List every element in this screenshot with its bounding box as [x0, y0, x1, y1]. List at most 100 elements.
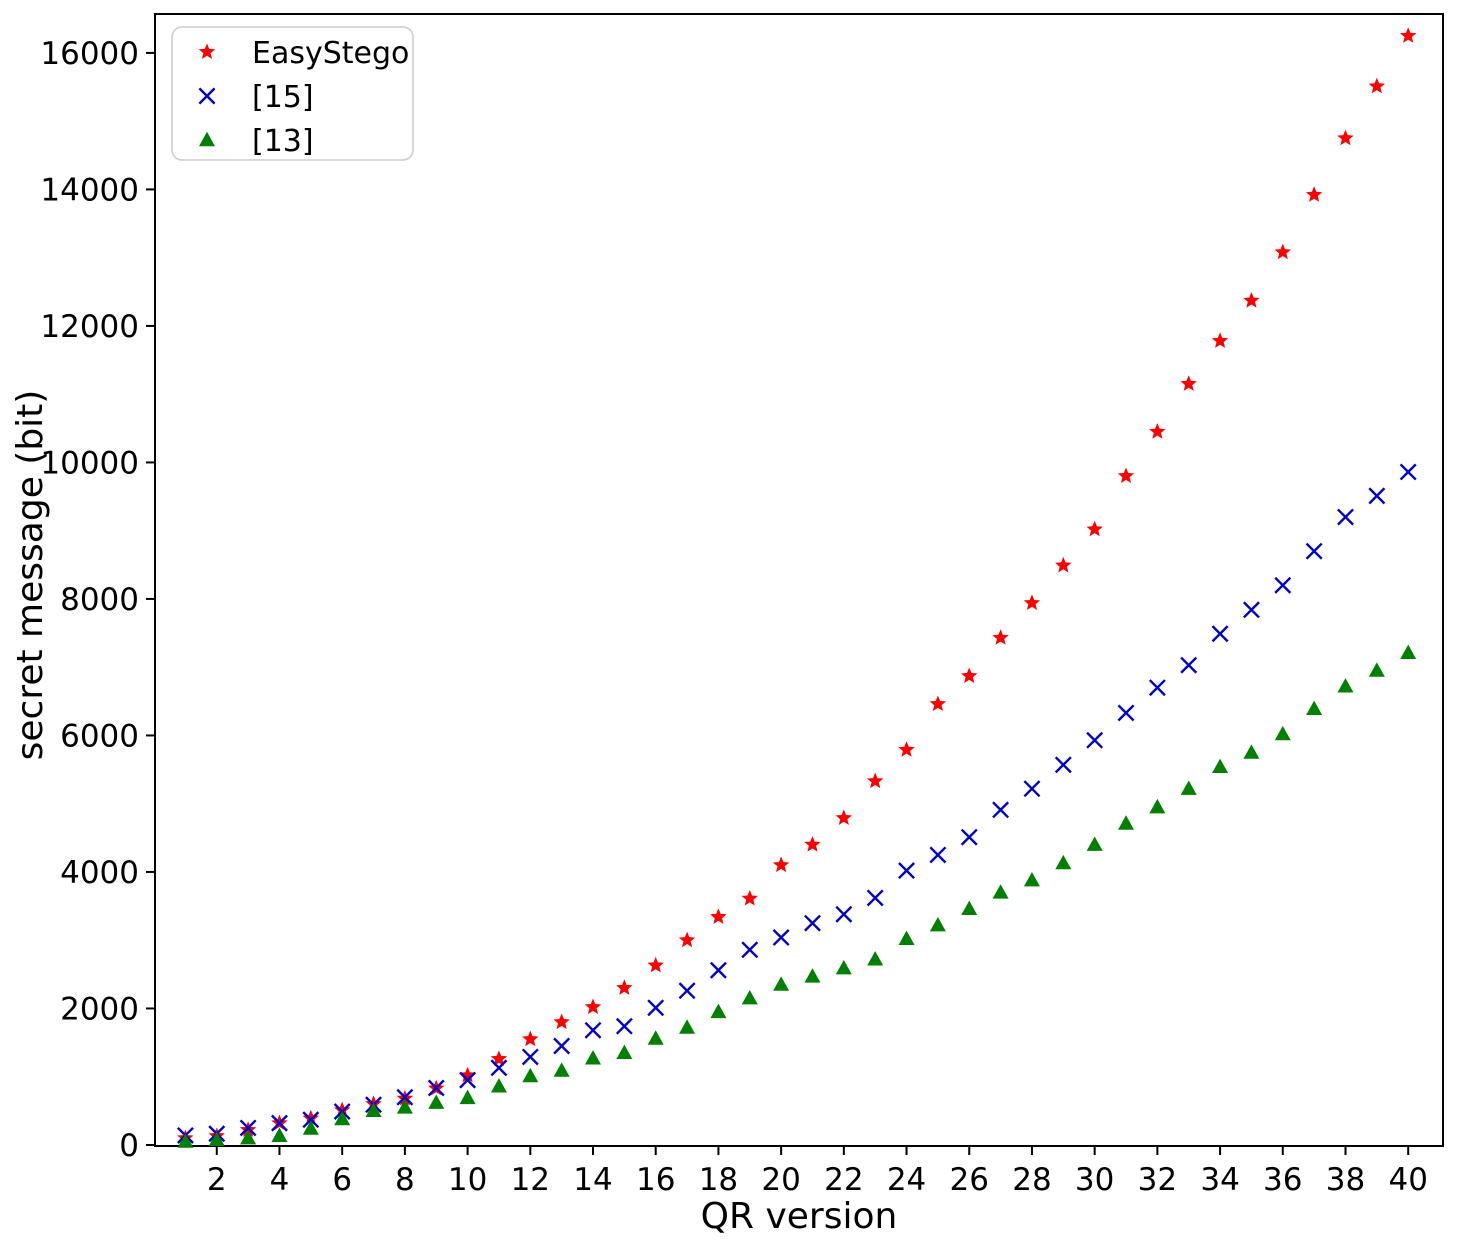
easystego-point [961, 667, 978, 683]
ref15-point [804, 914, 821, 932]
legend-box [171, 26, 414, 161]
ref13-point [1118, 815, 1135, 830]
ref13-point [365, 1102, 382, 1118]
ref13-point [585, 1050, 602, 1065]
x-axis-label: QR version [701, 1196, 898, 1237]
ref15-point [1305, 542, 1323, 560]
legend-label-ref13: [13] [252, 124, 314, 159]
ref13-point [647, 1030, 664, 1045]
x-tick-label: 34 [1200, 1162, 1239, 1198]
ref15-point [427, 1079, 445, 1097]
ref13-point [616, 1044, 633, 1060]
ref13-point [1023, 871, 1040, 887]
x-tick-label: 38 [1326, 1162, 1365, 1198]
ref15-point [1274, 576, 1292, 594]
legend: EasyStego [15] [13] [171, 26, 414, 161]
plot-frame [154, 13, 1444, 1147]
ref13-point [1368, 662, 1385, 677]
easystego-point [835, 809, 852, 825]
x-tick-label: 14 [573, 1162, 612, 1198]
easystego-point [1243, 292, 1260, 308]
plot-area [176, 27, 1417, 1148]
ref13-point [302, 1120, 319, 1135]
easystego-point [334, 1101, 351, 1118]
ref13-point [961, 900, 978, 916]
y-tick-label: 14000 [40, 172, 139, 208]
ref15-point [239, 1119, 257, 1137]
ref13-point [804, 968, 821, 983]
ref13-point [773, 976, 790, 991]
ref15-point [1211, 625, 1229, 643]
ref15-point [302, 1111, 320, 1129]
easystego-point [898, 741, 915, 757]
easystego-point [867, 772, 884, 789]
ref13-point [271, 1127, 288, 1142]
ref13-point [741, 990, 758, 1005]
x-tick-label: 40 [1388, 1162, 1427, 1198]
ref13-point [1086, 836, 1103, 851]
ref15-point [647, 999, 665, 1017]
x-tick-label: 28 [1012, 1162, 1051, 1198]
ref15-point [835, 905, 853, 923]
x-tick-label: 36 [1263, 1162, 1302, 1198]
ref15-point [678, 982, 696, 1000]
ref15-point [1180, 656, 1198, 674]
ref15-point [271, 1114, 288, 1132]
ref13-point [522, 1067, 539, 1083]
ref13-point [208, 1131, 225, 1147]
ref15-point [1148, 679, 1166, 697]
x-tick-label: 6 [332, 1162, 352, 1198]
ref15-point [709, 961, 727, 979]
ref15-point [584, 1021, 602, 1039]
easystego-point [1055, 556, 1072, 573]
y-tick-label: 8000 [60, 582, 139, 618]
x-tick-label: 22 [824, 1162, 863, 1198]
ref13-point [1243, 744, 1260, 759]
easystego-point [1023, 594, 1041, 610]
ref13-point [867, 951, 884, 966]
ref15-point [521, 1048, 539, 1066]
easystego-point [1306, 186, 1323, 202]
x-axis-ticks: 2 4 6 8 10 12 14 16 18 20 22 24 26 28 30 32 34 36 38 40 [207, 1146, 1428, 1198]
ref13-point [1180, 780, 1197, 795]
ref13-point [1212, 758, 1229, 774]
easystego-point [741, 890, 758, 906]
ref13-point [1306, 700, 1323, 716]
easystego-point [929, 695, 947, 711]
y-tick-label: 10000 [40, 445, 139, 481]
ref13-point [396, 1099, 413, 1114]
easystego-point [1368, 77, 1385, 94]
ref15-point [396, 1088, 414, 1106]
x-tick-label: 4 [270, 1162, 290, 1198]
ref15-point [1337, 508, 1354, 526]
ref15-point [615, 1017, 633, 1035]
easystego-point [302, 1109, 319, 1126]
ref15-point [1054, 756, 1072, 774]
ref13-point [240, 1129, 257, 1145]
ref15-point [898, 862, 915, 880]
y-tick-label: 6000 [60, 718, 139, 754]
ref15-point [741, 941, 759, 959]
x-tick-label: 30 [1075, 1162, 1114, 1198]
y-axis-ticks: 0 2000 4000 6000 8000 10000 12000 14000 16000 [40, 36, 155, 1164]
ref15-point [1399, 463, 1417, 481]
easystego-point [1337, 129, 1354, 146]
ref13-point [1400, 644, 1417, 660]
ref13-point [992, 884, 1009, 899]
y-tick-label: 16000 [40, 36, 139, 72]
easystego-point [522, 1030, 539, 1047]
ref15-legend-marker [198, 87, 216, 105]
x-tick-label: 18 [699, 1162, 738, 1198]
easystego-point [616, 979, 633, 995]
x-tick-label: 26 [950, 1162, 989, 1198]
easystego-point [710, 908, 727, 924]
y-tick-label: 0 [119, 1128, 139, 1164]
ref13-point [898, 930, 915, 946]
ref15-point [1117, 704, 1135, 722]
ref15-point [459, 1071, 477, 1089]
y-axis-label: secret message (bit) [10, 390, 51, 761]
ref13-point [929, 916, 946, 932]
ref13-point [835, 959, 852, 975]
